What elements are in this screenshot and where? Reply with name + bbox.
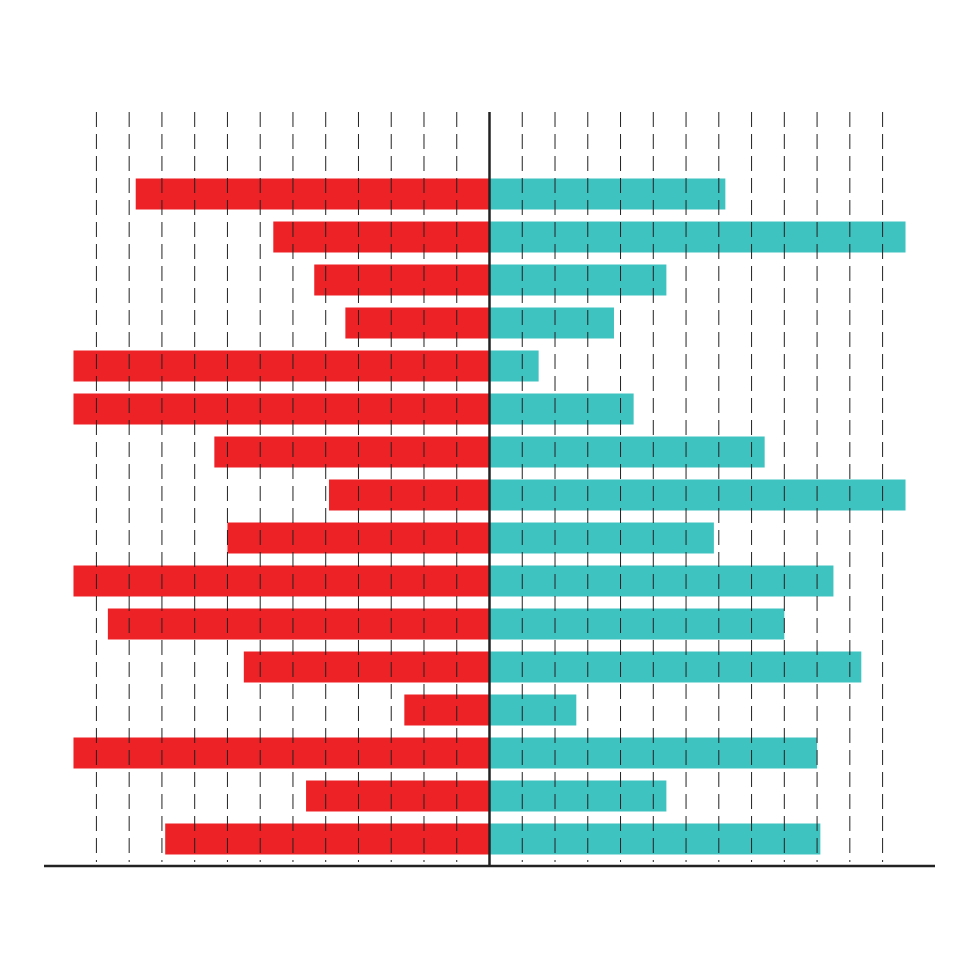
bar — [489, 307, 614, 339]
bar — [73, 393, 490, 425]
bar — [306, 780, 490, 812]
bar — [489, 694, 577, 726]
bar — [73, 565, 490, 597]
bar — [314, 264, 490, 296]
bar — [489, 350, 539, 382]
bar — [489, 608, 785, 640]
bar — [214, 436, 490, 468]
bar — [489, 823, 821, 855]
bar — [73, 737, 490, 769]
bar — [489, 178, 726, 210]
bar — [328, 479, 490, 511]
bar — [489, 522, 714, 554]
bar — [489, 565, 834, 597]
bar — [243, 651, 490, 683]
bar — [489, 264, 667, 296]
bar — [107, 608, 490, 640]
bar — [165, 823, 490, 855]
bar — [489, 780, 667, 812]
bar — [345, 307, 490, 339]
bar — [404, 694, 490, 726]
bar — [273, 221, 490, 253]
bar — [73, 350, 490, 382]
bar — [135, 178, 490, 210]
bar — [489, 479, 906, 511]
bar — [489, 221, 906, 253]
bar — [489, 651, 862, 683]
bar — [489, 436, 765, 468]
bar — [489, 393, 634, 425]
